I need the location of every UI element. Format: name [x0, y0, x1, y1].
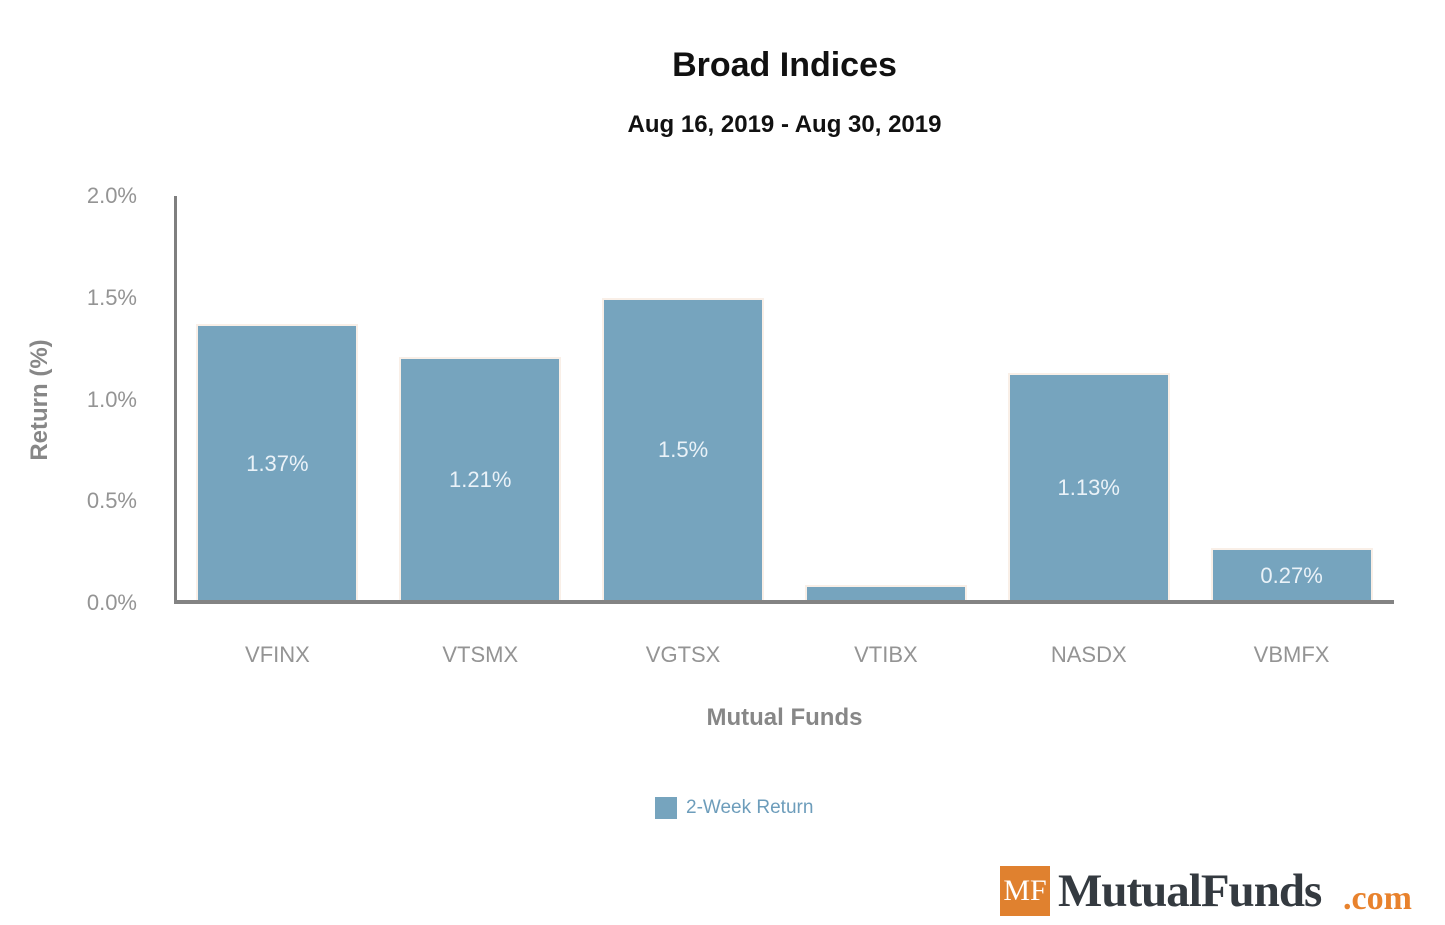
- y-tick-label: 1.0%: [86, 386, 137, 412]
- y-tick-label: 0.0%: [86, 590, 137, 615]
- x-category-label-nasdx: NASDX: [1050, 642, 1127, 667]
- x-category-label-vtsmx: VTSMX: [442, 642, 519, 667]
- bar-vgtsx[interactable]: 1.5%: [602, 297, 765, 603]
- legend-swatch-icon: [655, 797, 677, 819]
- x-category-label-vfinx: VFINX: [245, 642, 310, 667]
- x-axis-line: [174, 600, 1394, 604]
- bar-vtsmx[interactable]: 1.21%: [399, 356, 562, 603]
- y-tick-label: 1.5%: [86, 284, 137, 310]
- x-axis-title: Mutual Funds: [706, 704, 863, 731]
- x-category-label-vgtsx: VGTSX: [645, 642, 721, 667]
- legend-label: 2-Week Return: [686, 797, 814, 818]
- y-tick-label: 2.0%: [86, 183, 137, 208]
- mutualfunds-logo[interactable]: MF MutualFunds .com: [1000, 862, 1440, 920]
- bar-nasdx[interactable]: 1.13%: [1007, 373, 1170, 603]
- mf-logo-mark-icon: MF: [1000, 866, 1050, 916]
- logo-tld-text: .com: [1343, 880, 1412, 917]
- bar-data-label: 1.37%: [246, 450, 309, 476]
- bar-data-label: 0.27%: [1260, 562, 1323, 588]
- x-category-label-vtibx: VTIBX: [854, 642, 918, 667]
- legend-item-2-week-return[interactable]: 2-Week Return: [655, 797, 813, 819]
- y-tick-label: 0.5%: [86, 488, 137, 514]
- bar-vbmfx[interactable]: 0.27%: [1210, 548, 1373, 603]
- chart-subtitle: Aug 16, 2019 - Aug 30, 2019: [627, 111, 942, 138]
- bar-data-label: 1.5%: [658, 437, 709, 463]
- bar-data-label: 1.21%: [449, 466, 512, 492]
- x-category-label-vbmfx: VBMFX: [1253, 642, 1330, 667]
- y-axis-line: [174, 196, 177, 603]
- bar-vfinx[interactable]: 1.37%: [196, 324, 359, 603]
- chart-title: Broad Indices: [672, 46, 897, 84]
- bar-data-label: 1.13%: [1057, 475, 1120, 500]
- logo-name-text: MutualFunds: [1058, 865, 1322, 917]
